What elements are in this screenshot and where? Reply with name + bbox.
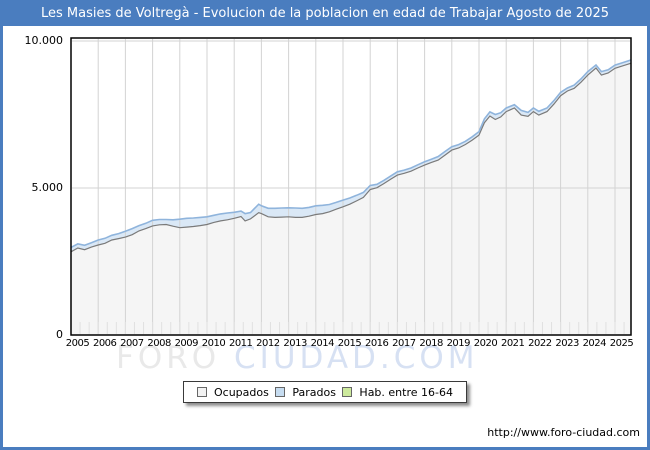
y-tick-label: 5.000 [31, 181, 64, 194]
legend-item: Ocupados [197, 386, 269, 399]
x-tick-label: 2022 [528, 338, 552, 349]
x-tick-label: 2016 [364, 338, 389, 349]
title-bar: Les Masies de Voltregà - Evolucion de la… [3, 3, 647, 26]
x-tick-label: 2017 [392, 338, 416, 349]
x-tick-label: 2007 [120, 338, 144, 349]
x-tick-label: 2019 [446, 338, 471, 349]
x-tick-label: 2020 [473, 338, 498, 349]
footer-url: http://www.foro-ciudad.com [487, 426, 640, 439]
legend-swatch-icon [197, 387, 207, 397]
x-tick-label: 2012 [256, 338, 280, 349]
x-tick-label: 2021 [500, 338, 525, 349]
x-tick-label: 2014 [310, 338, 335, 349]
legend-label: Ocupados [214, 385, 269, 399]
x-tick-label: 2015 [337, 338, 362, 349]
x-tick-label: 2005 [65, 338, 90, 349]
x-tick-label: 2023 [555, 338, 579, 349]
x-tick-label: 2018 [419, 338, 443, 349]
x-tick-label: 2011 [228, 338, 253, 349]
legend-label: Parados [292, 385, 336, 399]
watermark: FORO CIUDAD.COM [116, 340, 479, 376]
watermark-ciudad: CIUDAD.COM [234, 340, 479, 376]
x-tick-label: 2025 [609, 338, 634, 349]
x-tick-label: 2010 [201, 338, 226, 349]
x-tick-label: 2013 [283, 338, 307, 349]
x-tick-label: 2006 [92, 338, 117, 349]
legend-item: Parados [275, 386, 336, 399]
x-tick-label: 2024 [582, 338, 607, 349]
y-tick-label: 0 [56, 328, 63, 341]
legend-label: Hab. entre 16-64 [359, 385, 453, 399]
legend-swatch-icon [275, 387, 286, 397]
legend-item: Hab. entre 16-64 [342, 386, 453, 399]
legend-box: Ocupados Parados Hab. entre 16-64 [183, 381, 467, 403]
legend-swatch-icon [342, 387, 353, 397]
y-tick-label: 10.000 [24, 34, 64, 47]
x-tick-label: 2008 [147, 338, 171, 349]
chart-title: Les Masies de Voltregà - Evolucion de la… [40, 5, 610, 21]
watermark-foro: FORO [116, 340, 221, 376]
x-tick-label: 2009 [174, 338, 199, 349]
